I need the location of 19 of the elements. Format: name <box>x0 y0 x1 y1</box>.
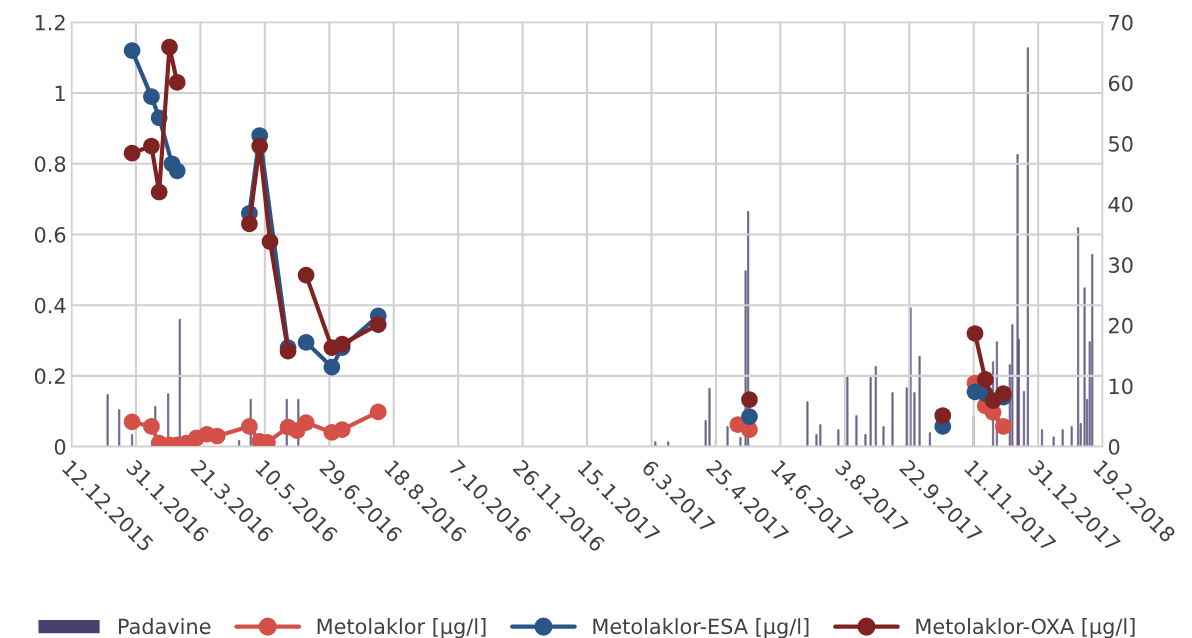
y-tick-label: 0.4 <box>34 297 66 314</box>
y2-tick-label: 40 <box>1108 196 1133 213</box>
legend-label: Padavine <box>119 618 211 635</box>
y-tick-label: 0.6 <box>34 226 66 243</box>
y2-tick-label: 60 <box>1108 75 1133 92</box>
legend-label: Metolaklor [µg/l] <box>317 618 486 638</box>
y2-tick-label: 50 <box>1109 136 1133 152</box>
y2-tick-label: 20 <box>1108 317 1133 334</box>
y-tick-label: 0.2 <box>34 368 65 385</box>
y-tick-label: 0 <box>54 439 66 455</box>
y2-tick-label: 10 <box>1109 378 1133 395</box>
y2-tick-label: 70 <box>1109 14 1133 31</box>
legend-label: Metolaklor-OXA [µg/l] <box>916 618 1135 638</box>
legend-label: Metolaklor-ESA [µg/l] <box>593 618 809 638</box>
y2-tick-label: 0 <box>1108 439 1120 455</box>
y-tick-label: 0.8 <box>34 156 66 172</box>
y-tick-label: 1.2 <box>35 14 65 31</box>
y-tick-label: 1 <box>55 85 65 101</box>
y2-tick-label: 30 <box>1109 257 1133 273</box>
